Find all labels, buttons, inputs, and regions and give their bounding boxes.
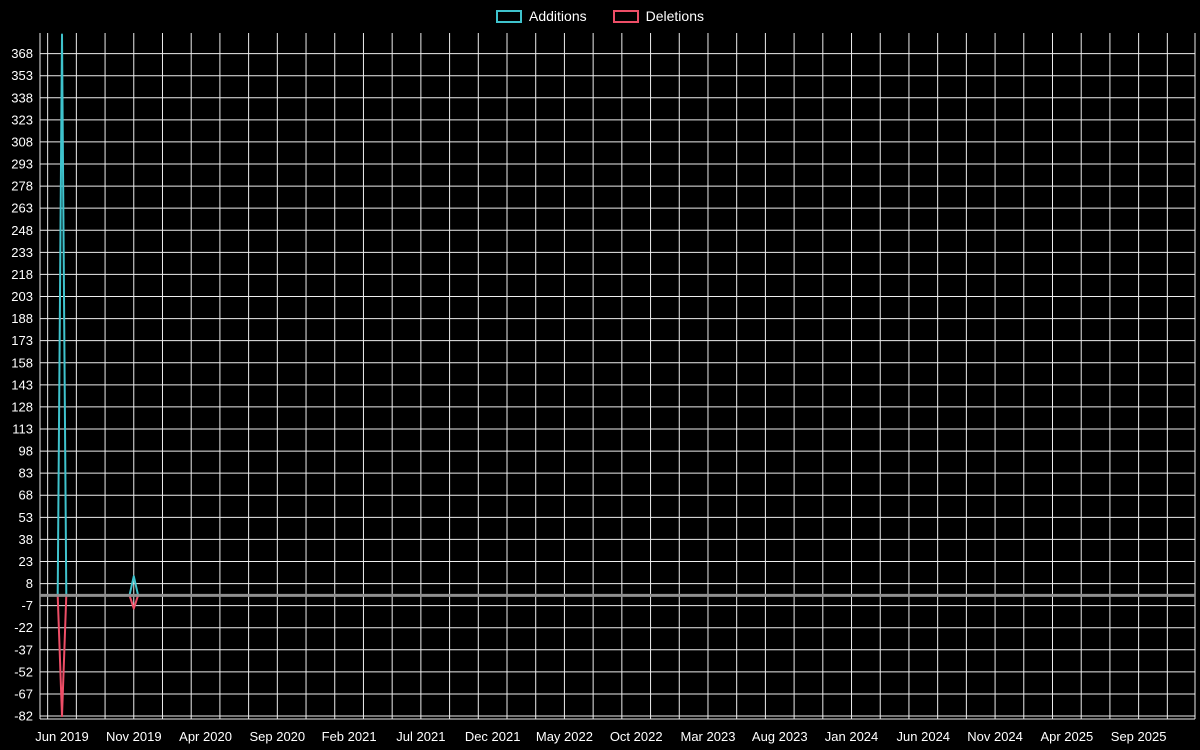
x-tick-label: Feb 2021 bbox=[322, 729, 377, 744]
x-tick-label: Aug 2023 bbox=[752, 729, 808, 744]
y-tick-label: 113 bbox=[12, 421, 33, 436]
y-tick-label: 68 bbox=[19, 488, 33, 503]
x-tick-label: Sep 2025 bbox=[1111, 729, 1167, 744]
x-tick-label: Nov 2019 bbox=[106, 729, 162, 744]
y-tick-label: 128 bbox=[11, 399, 33, 414]
y-tick-label: 263 bbox=[11, 201, 33, 216]
series-line-additions bbox=[40, 33, 1195, 597]
y-tick-label: 233 bbox=[11, 245, 33, 260]
x-tick-label: Sep 2020 bbox=[249, 729, 305, 744]
y-tick-label: 8 bbox=[26, 576, 33, 591]
y-tick-label: 308 bbox=[11, 134, 33, 149]
x-tick-label: Mar 2023 bbox=[681, 729, 736, 744]
x-tick-label: Apr 2020 bbox=[179, 729, 232, 744]
x-tick-label: Nov 2024 bbox=[967, 729, 1023, 744]
y-tick-label: 338 bbox=[11, 90, 33, 105]
x-tick-label: May 2022 bbox=[536, 729, 593, 744]
y-tick-label: 353 bbox=[11, 68, 33, 83]
y-tick-label: -7 bbox=[21, 598, 33, 613]
legend-label-additions: Additions bbox=[529, 8, 587, 24]
y-tick-label: -82 bbox=[14, 709, 33, 724]
x-tick-label: Jan 2024 bbox=[825, 729, 879, 744]
y-tick-label: 83 bbox=[19, 466, 33, 481]
x-tick-label: Oct 2022 bbox=[610, 729, 663, 744]
x-tick-label: Jun 2024 bbox=[897, 729, 951, 744]
y-tick-label: -22 bbox=[14, 620, 33, 635]
y-tick-label: 23 bbox=[19, 554, 33, 569]
y-tick-label: 293 bbox=[11, 157, 33, 172]
additions-swatch-icon bbox=[496, 9, 523, 23]
y-tick-label: 188 bbox=[11, 311, 33, 326]
legend-label-deletions: Deletions bbox=[645, 8, 704, 24]
y-tick-label: 203 bbox=[11, 289, 33, 304]
series-line-deletions bbox=[40, 594, 1195, 718]
legend-item-deletions[interactable]: Deletions bbox=[612, 8, 704, 24]
y-tick-label: 323 bbox=[11, 112, 33, 127]
y-tick-label: 158 bbox=[11, 355, 33, 370]
y-tick-label: -52 bbox=[14, 664, 33, 679]
x-tick-label: Jul 2021 bbox=[396, 729, 445, 744]
x-tick-label: Apr 2025 bbox=[1040, 729, 1093, 744]
y-tick-label: 248 bbox=[11, 223, 33, 238]
y-tick-label: 143 bbox=[11, 377, 33, 392]
y-tick-label: -67 bbox=[14, 686, 33, 701]
y-tick-label: 98 bbox=[19, 444, 33, 459]
y-tick-label: -37 bbox=[14, 642, 33, 657]
y-tick-label: 218 bbox=[11, 267, 33, 282]
x-tick-label: Jun 2019 bbox=[35, 729, 89, 744]
chart-legend: Additions Deletions bbox=[0, 8, 1200, 24]
y-tick-label: 173 bbox=[11, 333, 33, 348]
y-tick-label: 53 bbox=[19, 510, 33, 525]
legend-item-additions[interactable]: Additions bbox=[496, 8, 587, 24]
deletions-swatch-icon bbox=[612, 9, 639, 23]
y-tick-label: 278 bbox=[11, 179, 33, 194]
x-tick-label: Dec 2021 bbox=[465, 729, 521, 744]
y-tick-label: 38 bbox=[19, 532, 33, 547]
y-tick-label: 368 bbox=[11, 46, 33, 61]
